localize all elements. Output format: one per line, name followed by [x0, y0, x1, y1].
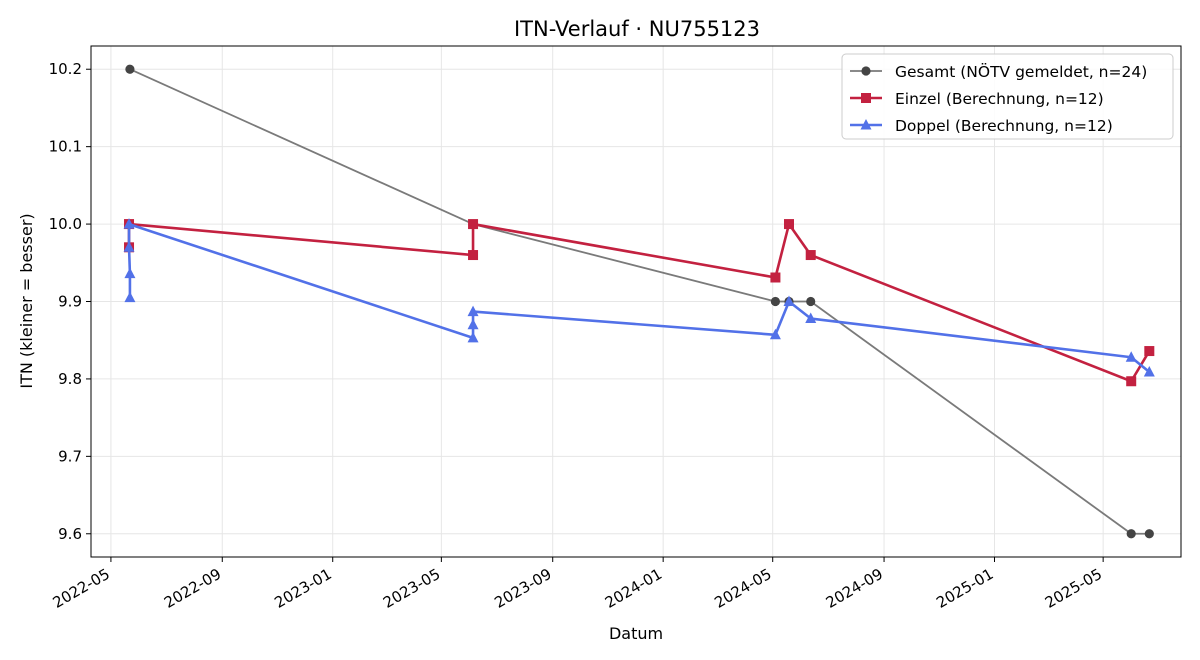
legend-marker — [860, 119, 872, 130]
legend-entry: Einzel (Berechnung, n=12) — [850, 90, 1104, 108]
legend-label: Gesamt (NÖTV gemeldet, n=24) — [895, 62, 1147, 81]
chart-title: ITN-Verlauf · NU755123 — [514, 17, 760, 41]
data-point — [769, 328, 781, 340]
legend-entry: Gesamt (NÖTV gemeldet, n=24) — [850, 62, 1147, 81]
data-point — [1125, 351, 1137, 362]
data-point — [467, 331, 479, 343]
y-tick-label: 10.1 — [49, 138, 82, 156]
legend: Gesamt (NÖTV gemeldet, n=24) Einzel (Bere… — [841, 53, 1174, 140]
data-point — [783, 295, 795, 306]
series-2 — [123, 218, 1155, 377]
legend-label: Einzel (Berechnung, n=12) — [895, 90, 1104, 108]
data-point — [124, 267, 136, 279]
data-point — [1126, 529, 1136, 539]
legend-marker — [861, 93, 871, 103]
data-point — [1144, 529, 1154, 539]
y-tick-label: 9.7 — [58, 447, 82, 465]
y-tick-label: 9.6 — [58, 525, 82, 543]
data-point — [124, 291, 136, 303]
x-axis-title: Datum — [609, 624, 663, 643]
y-axis: 9.6 9.7 9.8 9.9 10.0 10.1 10.2 — [49, 60, 91, 543]
data-point — [468, 250, 479, 261]
y-tick-label: 9.9 — [58, 293, 82, 311]
data-point — [783, 219, 794, 230]
data-point — [123, 241, 135, 252]
data-point — [123, 218, 135, 229]
data-point — [1143, 365, 1155, 377]
data-point — [806, 296, 816, 307]
legend-label: Doppel (Berechnung, n=12) — [895, 117, 1113, 135]
data-point — [468, 219, 479, 230]
y-tick-label: 10.0 — [49, 215, 82, 233]
data-point — [125, 64, 135, 74]
data-point — [770, 296, 781, 307]
y-tick-label: 10.2 — [49, 60, 82, 78]
legend-entry: Doppel (Berechnung, n=12) — [850, 117, 1113, 135]
data-point — [467, 305, 479, 317]
data-point — [770, 272, 781, 283]
data-point — [805, 312, 817, 324]
data-point — [805, 250, 816, 261]
data-point — [467, 318, 479, 330]
y-axis-title: ITN (kleiner = besser) — [17, 213, 36, 388]
legend-frame — [841, 53, 1174, 140]
series-layer — [123, 64, 1155, 539]
legend-marker — [861, 66, 871, 76]
data-point — [1144, 346, 1155, 357]
y-tick-label: 9.8 — [58, 370, 82, 388]
data-point — [1126, 376, 1137, 387]
